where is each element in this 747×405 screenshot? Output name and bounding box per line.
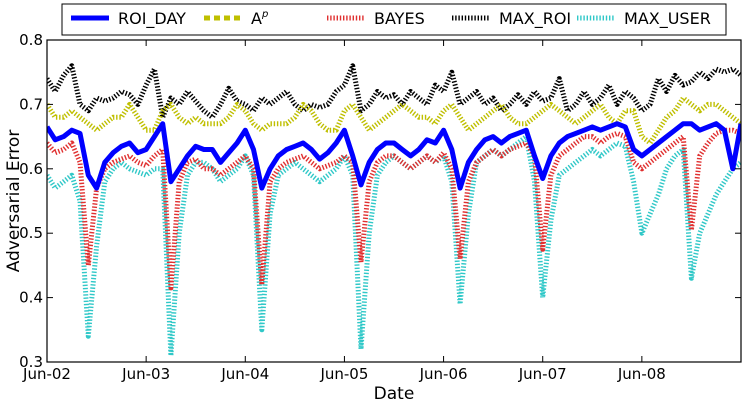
x-tick-label: Jun-03 xyxy=(121,365,170,383)
legend-label-text: BAYES xyxy=(374,9,425,28)
legend-label-max-user: MAX_USER xyxy=(624,9,711,29)
y-tick-label: 0.4 xyxy=(19,289,43,307)
legend-label-text: MAX_USER xyxy=(624,9,711,29)
x-tick-label: Jun-08 xyxy=(617,365,666,383)
legend-label-text: ROI_DAY xyxy=(118,9,186,29)
legend: ROI_DAY Ap BAYES MAX_ROI MAX_USER xyxy=(61,3,727,36)
axis-ticks: Jun-02 Jun-03 Jun-04 Jun-05 Jun-06 Jun-07 Jun-… xyxy=(19,31,741,383)
x-tick-label: Jun-05 xyxy=(319,365,368,383)
y-tick-label: 0.7 xyxy=(19,95,43,113)
legend-box xyxy=(61,3,727,36)
y-tick-label: 0.8 xyxy=(19,31,43,49)
series-line-bayes xyxy=(47,127,741,291)
legend-label-text: MAX_ROI xyxy=(499,9,571,29)
x-axis-label: Date xyxy=(374,384,415,404)
y-tick-label: 0.6 xyxy=(19,160,43,178)
legend-label-a-p: Ap xyxy=(251,9,268,28)
legend-label-max-roi: MAX_ROI xyxy=(499,9,571,29)
legend-label-roi-day: ROI_DAY xyxy=(118,9,186,29)
legend-label-bayes: BAYES xyxy=(374,9,425,28)
series-line-max-roi xyxy=(47,63,741,120)
y-tick-label: 0.3 xyxy=(19,353,43,371)
axes-frame xyxy=(46,39,742,363)
series-line-max-user xyxy=(47,134,741,359)
y-tick-label: 0.5 xyxy=(19,224,43,242)
plot-area xyxy=(47,63,741,359)
x-tick-label: Jun-06 xyxy=(419,365,468,383)
legend-label-superscript: p xyxy=(261,9,268,20)
series-line-roi-day xyxy=(47,121,741,191)
x-tick-label: Jun-02 xyxy=(22,365,71,383)
x-tick-label: Jun-07 xyxy=(518,365,567,383)
legend-label-text: A xyxy=(251,9,262,28)
x-tick-label: Jun-04 xyxy=(220,365,269,383)
y-axis-label: Adversarial Error xyxy=(4,130,24,273)
series-line-a-p xyxy=(47,95,741,146)
